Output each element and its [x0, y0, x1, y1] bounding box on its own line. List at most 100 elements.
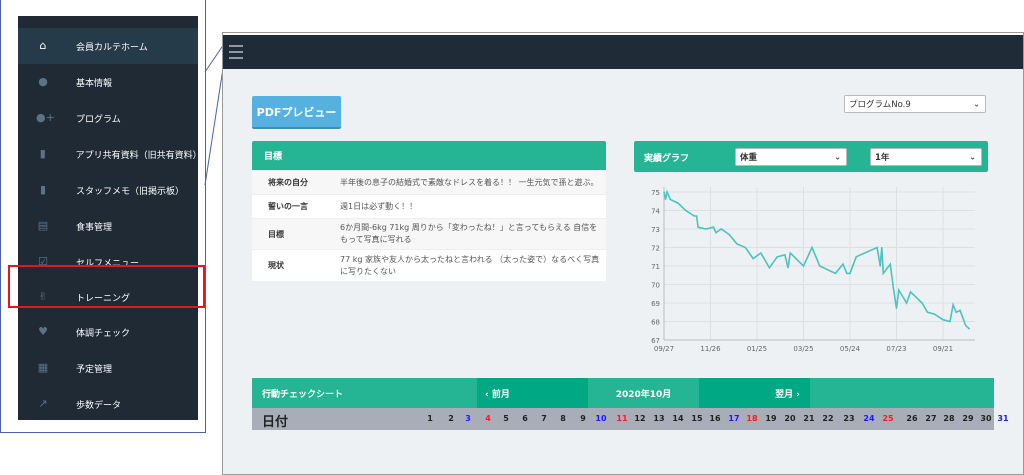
- prev-month-button[interactable]: ‹ 前月: [477, 378, 588, 408]
- y-tick-label: 68: [651, 319, 660, 327]
- chevron-down-icon: ⌄: [834, 152, 841, 162]
- sidebar-item[interactable]: ● 基本情報: [18, 64, 198, 100]
- chart-title: 実績グラフ: [644, 154, 690, 164]
- date-cell[interactable]: 16: [709, 414, 721, 423]
- training-icon: ✌: [38, 290, 48, 303]
- data-point: [959, 309, 961, 311]
- goal-key: 誓いの一言: [268, 202, 308, 211]
- sidebar-item-label: スタッフメモ（旧掲示板）: [76, 186, 185, 197]
- date-cell[interactable]: 4: [485, 414, 491, 423]
- date-cell[interactable]: 28: [943, 414, 955, 423]
- data-point: [921, 302, 923, 304]
- data-point: [713, 226, 715, 228]
- data-point: [787, 267, 789, 269]
- date-cell[interactable]: 5: [503, 414, 509, 423]
- sidebar-item[interactable]: ✌ トレーニング: [18, 279, 198, 315]
- date-cell[interactable]: 26: [906, 414, 918, 423]
- data-point: [955, 311, 957, 313]
- data-point: [905, 302, 908, 304]
- date-cell[interactable]: 8: [560, 414, 566, 423]
- date-cell[interactable]: 14: [672, 414, 684, 423]
- top-bar: [223, 33, 1023, 69]
- date-cell[interactable]: 18: [746, 414, 758, 423]
- date-cell[interactable]: 25: [882, 414, 894, 423]
- sidebar-item[interactable]: ▮ スタッフメモ（旧掲示板）: [18, 172, 198, 208]
- checkbox-icon: ☑: [38, 255, 48, 268]
- date-cell[interactable]: 20: [784, 414, 796, 423]
- date-cell[interactable]: 13: [653, 414, 665, 423]
- data-point: [926, 311, 929, 313]
- x-tick-label: 01/25: [747, 345, 767, 353]
- x-tick-label: 05/24: [840, 345, 861, 353]
- date-cell[interactable]: 30: [980, 414, 992, 423]
- weight-line: [663, 189, 970, 330]
- pdf-preview-button[interactable]: PDFプレビュー: [252, 96, 341, 129]
- home-icon: ⌂: [39, 39, 47, 52]
- sidebar-item[interactable]: ▤ 食事管理: [18, 208, 198, 244]
- data-point: [695, 215, 698, 217]
- date-cell[interactable]: 9: [580, 414, 586, 423]
- date-cell[interactable]: 10: [595, 414, 607, 423]
- sidebar-item-label: アプリ共有資料（旧共有資料）: [75, 150, 202, 161]
- data-point: [964, 324, 967, 326]
- data-point: [842, 263, 844, 265]
- data-point: [715, 232, 717, 234]
- x-tick-label: 03/25: [793, 345, 813, 353]
- data-point: [909, 291, 912, 293]
- goal-title: 目標: [252, 141, 606, 170]
- data-point: [664, 198, 667, 200]
- date-cell[interactable]: 2: [448, 414, 454, 423]
- action-sheet-title: 行動チェックシート: [262, 389, 344, 400]
- date-cell[interactable]: 24: [863, 414, 875, 423]
- goal-panel: 目標 将来の自分 半年後の息子の結婚式で素敵なドレスを着る！！ 一生元気で孫と遊ぶ…: [252, 141, 606, 281]
- date-cell[interactable]: 3: [465, 414, 471, 423]
- sidebar-item[interactable]: ☑ セルフメニュー: [18, 244, 198, 280]
- sidebar-item[interactable]: ♥ 体調チェック: [18, 314, 198, 350]
- date-cell[interactable]: 1: [427, 414, 433, 423]
- current-month: 2020年10月: [615, 389, 672, 400]
- data-point: [855, 256, 857, 258]
- goal-row: 誓いの一言 週1日は必ず動く！！: [252, 194, 606, 218]
- data-point: [669, 198, 671, 200]
- data-point: [942, 319, 944, 321]
- sidebar-item[interactable]: ▦ 予定管理: [18, 350, 198, 386]
- x-tick-label: 11/26: [700, 345, 721, 353]
- date-row: 日付 1 2 3 4 5 6 7 8 9 10 11 12 13 14 15 16 17 18 19 20 21 22 23…: [252, 408, 1009, 430]
- date-cell[interactable]: 6: [522, 414, 528, 423]
- sidebar-item[interactable]: ↗ 歩数データ: [18, 386, 198, 422]
- date-cell[interactable]: 22: [822, 414, 834, 423]
- period-select[interactable]: 1年 ⌄: [870, 148, 982, 166]
- y-tick-label: 71: [651, 263, 660, 271]
- date-cell[interactable]: 21: [803, 414, 815, 423]
- next-month-button[interactable]: 翌月 ›: [699, 378, 810, 408]
- data-point: [879, 265, 881, 267]
- date-cell[interactable]: 7: [541, 414, 547, 423]
- sidebar-item[interactable]: ⌂ 会員カルテホーム: [18, 28, 198, 64]
- date-cell[interactable]: 31: [997, 414, 1009, 423]
- date-cell[interactable]: 17: [728, 414, 740, 423]
- data-point: [949, 320, 951, 323]
- date-cell[interactable]: 29: [962, 414, 974, 423]
- app-window: PDFプレビュー プログラムNo.9 ⌄ 目標 将来の自分 半年後の息子の結婚式で素…: [222, 32, 1024, 475]
- heartbeat-icon: ♥: [38, 325, 48, 338]
- y-tick-label: 72: [651, 245, 660, 253]
- date-label: 日付: [262, 415, 289, 430]
- chart-panel: 実績グラフ 体重 ⌄ 1年 ⌄ 75 74 73 72 71 70 69 68 67 09/27 11/…: [634, 141, 988, 374]
- sidebar-item[interactable]: ▮ アプリ共有資料（旧共有資料）: [18, 136, 202, 172]
- data-point: [933, 313, 936, 315]
- data-point: [849, 272, 851, 274]
- date-cell[interactable]: 12: [634, 414, 646, 423]
- date-cell[interactable]: 27: [925, 414, 937, 423]
- hamburger-menu-icon[interactable]: [229, 45, 243, 59]
- sidebar-item-label: 体調チェック: [76, 328, 131, 339]
- date-cell[interactable]: 15: [691, 414, 703, 423]
- sidebar-item[interactable]: ●+ プログラム: [18, 100, 198, 136]
- data-point: [677, 202, 679, 204]
- date-cell[interactable]: 11: [616, 414, 628, 423]
- date-cell[interactable]: 23: [843, 414, 855, 423]
- data-point: [811, 246, 813, 249]
- goal-value: 6か月間-6kg 71kg 周りから「変わったね！」と言ってもらえる 自信をもっ…: [340, 223, 598, 244]
- metric-select[interactable]: 体重 ⌄: [735, 148, 847, 166]
- program-select[interactable]: プログラムNo.9 ⌄: [844, 95, 986, 113]
- date-cell[interactable]: 19: [765, 414, 777, 423]
